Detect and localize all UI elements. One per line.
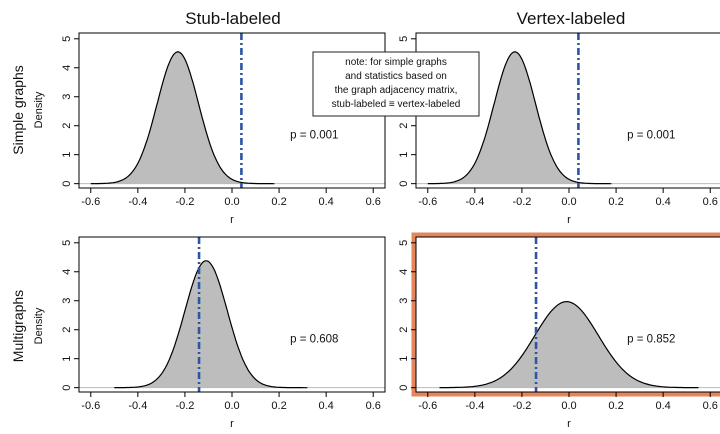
y-tick-label: 2 (61, 327, 73, 333)
y-tick-label: 1 (398, 356, 410, 362)
y-tick-label: 1 (398, 152, 410, 158)
x-tick-label: 0.0 (561, 400, 576, 412)
panels: p = 0.001 -0.6 -0.4 -0.2 0.0 0.2 0.4 0.6 r 0 1 2 3 4 5… (61, 32, 720, 430)
density-area (427, 51, 612, 184)
y-tick-label: 3 (61, 298, 73, 304)
column-title-vertex: Vertex-labeled (517, 9, 626, 28)
density-curve (114, 260, 308, 389)
x-tick-label: 0.0 (561, 196, 576, 208)
y-tick-label: 0 (398, 385, 410, 391)
y-tick-label: 1 (61, 356, 73, 362)
x-tick-label: -0.6 (81, 196, 100, 208)
x-tick-label: 0.4 (319, 196, 334, 208)
density-area (90, 51, 275, 184)
row-title-simple: Simple graphs (10, 65, 26, 155)
x-tick-label: -0.2 (175, 196, 194, 208)
x-tick-label: 0.4 (656, 400, 671, 412)
x-tick-label: 0.4 (656, 196, 671, 208)
p-value-label: p = 0.001 (627, 129, 675, 141)
y-tick-label: 0 (61, 181, 73, 187)
y-tick-label: 5 (398, 240, 410, 246)
panel-multi-stub: p = 0.608 -0.6 -0.4 -0.2 0.0 0.2 0.4 0.6 r 0 1 2 3 4 5 (61, 236, 386, 430)
y-tick-label: 5 (61, 240, 73, 246)
note-line: and statistics based on (345, 71, 447, 82)
x-tick-label: -0.2 (175, 400, 194, 412)
x-tick-label: 0.2 (608, 400, 623, 412)
x-axis-label: r (230, 418, 234, 430)
row-title-multi: Multigraphs (10, 290, 26, 362)
density-area (114, 260, 308, 388)
density-label-top: Density (33, 91, 45, 128)
x-tick-label: 0.2 (608, 196, 623, 208)
x-tick-label: -0.6 (418, 400, 437, 412)
y-tick-label: 3 (61, 94, 73, 100)
y-tick-label: 4 (61, 65, 73, 71)
p-value-label: p = 0.001 (290, 129, 338, 141)
y-tick-label: 3 (398, 298, 410, 304)
note-line: the graph adjacency matrix, (335, 85, 458, 96)
x-tick-label: 0.6 (366, 196, 381, 208)
column-title-stub: Stub-labeled (185, 9, 280, 28)
x-tick-label: -0.6 (81, 400, 100, 412)
x-tick-label: -0.4 (128, 400, 147, 412)
x-axis-label: r (567, 214, 571, 226)
y-tick-label: 1 (61, 152, 73, 158)
density-curve (439, 300, 699, 389)
y-tick-label: 0 (398, 181, 410, 187)
y-tick-label: 5 (61, 36, 73, 42)
density-area (439, 301, 699, 388)
y-tick-label: 2 (398, 123, 410, 129)
p-value-label: p = 0.852 (627, 333, 675, 345)
panel-simple-stub: p = 0.001 -0.6 -0.4 -0.2 0.0 0.2 0.4 0.6 r 0 1 2 3 4 5 (61, 32, 386, 226)
x-axis-label: r (567, 418, 571, 430)
y-tick-label: 4 (61, 269, 73, 275)
density-curve (90, 51, 275, 185)
x-tick-label: 0.0 (224, 400, 239, 412)
note-frame (312, 51, 480, 117)
panel-multi-vertex: p = 0.852 -0.6 -0.4 -0.2 0.0 0.2 0.4 0.6 r 0 1 2 3 4 5 (398, 232, 720, 430)
x-tick-label: -0.2 (512, 196, 531, 208)
x-tick-label: 0.2 (271, 196, 286, 208)
x-tick-label: -0.4 (128, 196, 147, 208)
p-value-label: p = 0.608 (290, 333, 338, 345)
x-tick-label: 0.2 (271, 400, 286, 412)
x-tick-label: -0.2 (512, 400, 531, 412)
x-tick-label: 0.4 (319, 400, 334, 412)
y-tick-label: 0 (61, 385, 73, 391)
density-curve (427, 51, 612, 185)
x-tick-label: -0.4 (465, 196, 484, 208)
note-line: note: for simple graphs (345, 57, 447, 68)
x-tick-label: -0.4 (465, 400, 484, 412)
note-line: stub-labeled ≡ vertex-labeled (332, 99, 461, 110)
y-tick-label: 5 (398, 36, 410, 42)
note-box: note: for simple graphs and statistics b… (312, 51, 480, 117)
density-label-bottom: Density (33, 307, 45, 344)
y-tick-label: 2 (61, 123, 73, 129)
x-tick-label: 0.6 (703, 196, 718, 208)
y-tick-label: 2 (398, 327, 410, 333)
x-axis-label: r (230, 214, 234, 226)
x-tick-label: 0.0 (224, 196, 239, 208)
x-tick-label: 0.6 (703, 400, 718, 412)
x-tick-label: 0.6 (366, 400, 381, 412)
y-tick-label: 4 (398, 269, 410, 275)
x-tick-label: -0.6 (418, 196, 437, 208)
